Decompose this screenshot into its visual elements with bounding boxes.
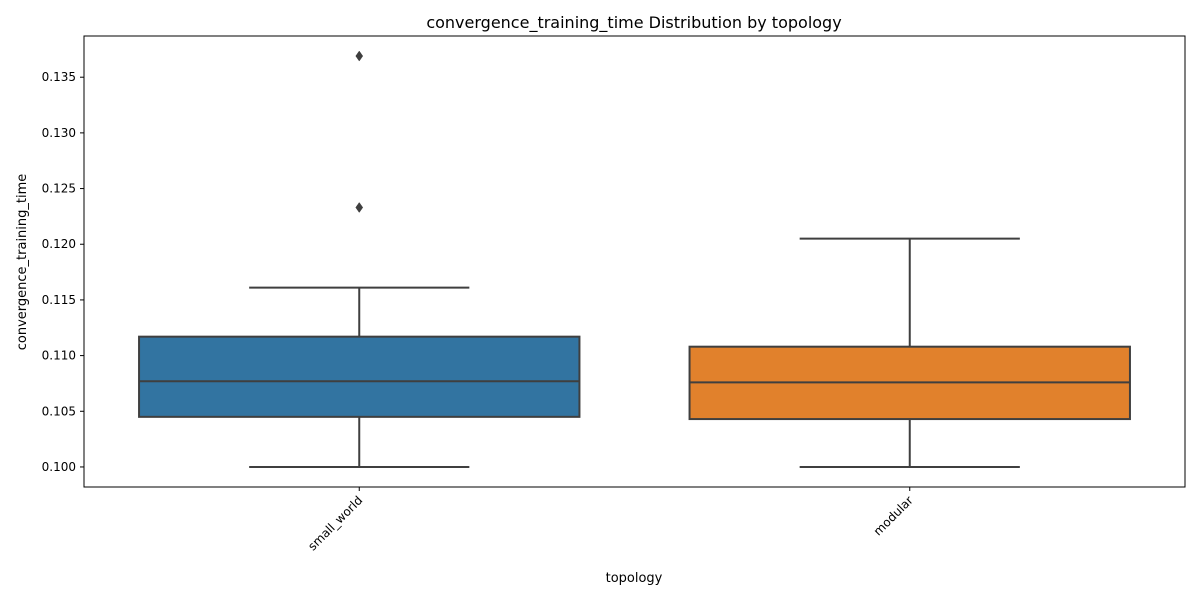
x-axis-label: topology: [606, 571, 663, 586]
outlier-point: [355, 202, 364, 213]
y-axis-label: convergence_training_time: [15, 174, 30, 351]
y-tick-label: 0.130: [42, 126, 76, 140]
y-tick-label: 0.120: [42, 237, 76, 251]
x-tick-label: modular: [871, 493, 916, 538]
y-tick-label: 0.110: [42, 349, 76, 363]
plot-frame: [83, 35, 1186, 488]
x-tick-label: small_world: [305, 493, 365, 553]
outlier-point: [355, 50, 364, 62]
box-small-world: [138, 335, 581, 418]
chart-title: convergence_training_time Distribution b…: [426, 13, 841, 33]
y-tick-label: 0.105: [42, 404, 76, 418]
plot-area: 0.100 0.105 0.110 0.115 0.120 0.125 0.130 0.135…: [42, 35, 1186, 553]
y-tick-label: 0.135: [42, 70, 76, 84]
y-tick-label: 0.115: [42, 293, 76, 307]
y-tick-label: 0.125: [42, 182, 76, 196]
y-tick-label: 0.100: [42, 460, 76, 474]
